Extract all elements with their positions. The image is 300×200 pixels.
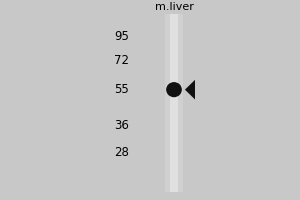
- Text: 28: 28: [114, 146, 129, 159]
- Text: 55: 55: [114, 83, 129, 96]
- Bar: [170, 14, 178, 192]
- Ellipse shape: [166, 82, 182, 97]
- Text: 72: 72: [114, 54, 129, 67]
- Text: 95: 95: [114, 30, 129, 43]
- Polygon shape: [185, 80, 195, 99]
- Text: 36: 36: [114, 119, 129, 132]
- Text: m.liver: m.liver: [154, 2, 194, 12]
- Bar: [165, 14, 183, 192]
